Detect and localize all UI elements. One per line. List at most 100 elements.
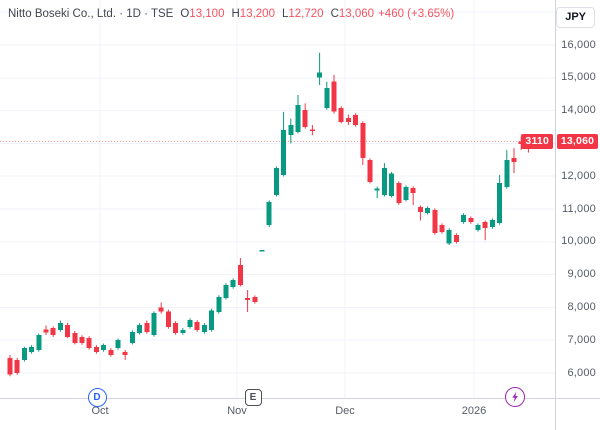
candle-body	[86, 337, 92, 349]
candle-body	[381, 168, 387, 195]
candle-body	[367, 160, 373, 182]
candle-body	[504, 160, 510, 188]
candle-body	[173, 322, 179, 333]
candle-body	[7, 358, 13, 375]
candle-body	[453, 234, 459, 242]
candle-body	[245, 298, 251, 301]
close-value: 13,060	[338, 8, 375, 20]
candle-body	[273, 168, 279, 195]
change-value: +460 (+3.65%)	[378, 8, 455, 20]
symbol-legend: Nitto Boseki Co., Ltd. · 1D · TSE O13,100…	[8, 6, 454, 22]
candle-body	[201, 324, 207, 332]
high-label: H	[231, 8, 240, 20]
time-label-nov: Nov	[227, 405, 247, 417]
candle-body	[230, 280, 236, 288]
legend-meta: · 1D · TSE	[116, 8, 174, 20]
candle-body	[417, 207, 423, 212]
candle-body	[302, 109, 308, 127]
candle-body	[21, 348, 27, 360]
candle-body	[223, 284, 229, 298]
candle-body	[317, 72, 323, 78]
price-tick-label: 6,000	[567, 366, 596, 379]
candle-body	[115, 340, 121, 349]
candle-body	[353, 114, 359, 126]
price-tick-label: 8,000	[567, 300, 596, 313]
symbol-title[interactable]: Nitto Boseki Co., Ltd.	[8, 8, 117, 20]
close-label: C	[330, 8, 339, 20]
candle-body	[374, 188, 380, 191]
candle-body	[79, 336, 85, 343]
candle-body	[43, 329, 49, 333]
candle-body	[439, 225, 445, 232]
candle-body	[93, 347, 99, 353]
open-label: O	[180, 8, 190, 20]
candle-body	[165, 311, 171, 328]
candle-body	[108, 350, 114, 355]
candle-body	[180, 330, 186, 333]
flash-marker[interactable]	[505, 387, 525, 407]
candle-body	[101, 345, 107, 351]
candle-body	[29, 347, 35, 353]
candle-body	[158, 307, 164, 312]
candle-body	[338, 107, 344, 122]
price-scale[interactable]: 16,000 15,000 14,000 12,000 11,000 10,000 9,00…	[556, 0, 600, 398]
candle-body	[345, 117, 351, 122]
price-tick-label: 15,000	[561, 71, 596, 84]
candle-body	[187, 319, 193, 328]
last-price-label: 13,060	[557, 133, 598, 149]
dividend-marker-label: D	[93, 391, 101, 403]
candle-body	[324, 87, 330, 108]
candle-body	[57, 322, 63, 331]
candle-body	[461, 214, 467, 223]
candle-body	[489, 220, 495, 228]
candle-body	[72, 332, 78, 343]
candle-body	[446, 229, 452, 244]
price-tick-label: 10,000	[561, 235, 596, 248]
candle-body	[468, 218, 474, 223]
dividend-marker[interactable]: D	[87, 387, 107, 407]
candle-body	[518, 141, 524, 145]
candle-body	[389, 173, 395, 196]
time-label-dec: Dec	[335, 405, 355, 417]
candle-body	[497, 183, 503, 223]
candle-body	[396, 183, 402, 204]
candle-body	[295, 105, 301, 132]
low-value: 12,720	[288, 8, 324, 20]
time-axis-divider	[0, 398, 600, 399]
bar-countdown-label: 3110	[521, 133, 553, 149]
candle-body	[309, 129, 315, 131]
candle-body	[137, 324, 143, 333]
price-axis-divider	[555, 0, 556, 430]
candle-body	[129, 332, 135, 343]
candle-body	[252, 297, 258, 302]
candle-body	[425, 208, 431, 213]
candle-body	[65, 324, 71, 337]
candle-body	[209, 310, 215, 331]
candle-body	[237, 264, 243, 285]
candle-body	[151, 312, 157, 335]
candle-body	[216, 297, 222, 312]
candlestick-chart-pane[interactable]	[0, 0, 555, 398]
high-value: 13,200	[239, 8, 275, 20]
currency-button[interactable]: JPY	[556, 7, 595, 28]
price-tick-label: 7,000	[567, 333, 596, 346]
candle-body	[50, 328, 56, 335]
candle-body	[475, 225, 481, 230]
candle-body	[482, 222, 488, 229]
candle-body	[403, 187, 409, 200]
candle-body	[259, 250, 265, 252]
candle-body	[122, 352, 128, 355]
price-tick-label: 9,000	[567, 268, 596, 281]
candle-body	[288, 125, 294, 135]
price-tick-label: 16,000	[561, 38, 596, 51]
candle-body	[36, 334, 42, 351]
time-label-2026: 2026	[461, 405, 487, 417]
candle-body	[410, 188, 416, 193]
candle-body	[360, 123, 366, 158]
earnings-marker[interactable]: E	[244, 388, 262, 406]
price-tick-label: 11,000	[561, 202, 596, 215]
time-scale[interactable]: Oct Nov Dec 2026	[0, 399, 600, 430]
candle-body	[432, 209, 438, 233]
candle-body	[266, 202, 272, 226]
